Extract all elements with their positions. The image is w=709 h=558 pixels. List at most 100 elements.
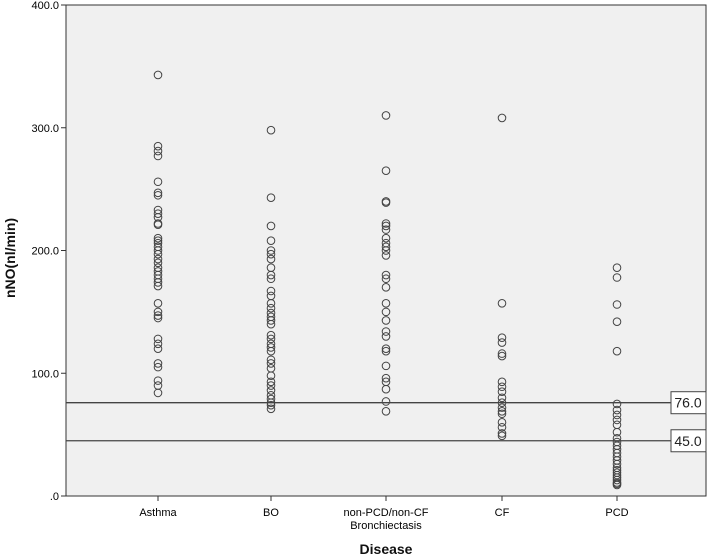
data-point (266, 371, 276, 381)
data-point (381, 327, 391, 336)
data-point (266, 381, 276, 390)
data-point (266, 386, 276, 395)
y-axis: .0 100.0 200.0 300.0 400.0 (31, 0, 66, 503)
data-point (497, 377, 507, 387)
data-point (266, 236, 276, 245)
data-point (266, 404, 276, 414)
data-point (381, 246, 391, 255)
data-point (266, 298, 276, 308)
data-point (153, 249, 163, 259)
data-points (153, 70, 622, 490)
data-point (153, 339, 163, 349)
data-point (497, 398, 507, 408)
data-point (266, 400, 276, 410)
y-tick-label: 400.0 (31, 0, 59, 12)
data-point (381, 384, 391, 394)
data-point (381, 219, 391, 228)
data-point (381, 233, 391, 243)
x-axis-title: Disease (360, 541, 413, 557)
data-point (612, 300, 622, 309)
data-point (266, 303, 276, 313)
data-point (153, 188, 163, 198)
data-point (266, 193, 276, 203)
x-tick-label: non-PCD/non-CF (344, 507, 429, 519)
data-point (497, 431, 507, 441)
data-point (497, 403, 507, 412)
data-point (497, 387, 507, 396)
data-point (153, 344, 163, 354)
data-point (266, 254, 276, 264)
data-point (381, 407, 391, 416)
data-point (497, 113, 507, 123)
data-point (381, 251, 391, 260)
data-point (153, 190, 163, 200)
data-point (381, 198, 391, 207)
y-tick-label: 200.0 (31, 246, 59, 258)
data-point (266, 286, 276, 296)
x-tick-label-line2: Bronchiectasis (350, 520, 422, 532)
reference-lines: 76.0 45.0 (66, 391, 707, 453)
x-tick-label: PCD (605, 507, 628, 519)
data-point (381, 225, 391, 234)
data-point (497, 407, 507, 416)
data-point (612, 415, 622, 425)
data-point (153, 236, 163, 245)
data-point (266, 377, 276, 387)
data-point (497, 351, 507, 361)
data-point (266, 274, 276, 284)
data-point (153, 362, 163, 372)
data-point (381, 373, 391, 383)
data-point (153, 246, 163, 255)
data-point (266, 355, 276, 365)
data-point (497, 418, 507, 427)
data-point (497, 382, 507, 392)
data-point (153, 254, 163, 264)
data-point (612, 427, 622, 437)
reference-label-box (670, 429, 707, 453)
data-point (381, 283, 391, 292)
data-point (612, 273, 622, 282)
data-point (153, 376, 163, 385)
x-tick-label: BO (263, 507, 279, 519)
reference-label-box (670, 391, 707, 415)
data-point (381, 316, 391, 325)
data-point (266, 398, 276, 408)
data-point (612, 346, 622, 356)
data-point (497, 393, 507, 403)
y-axis-title: nNO(nl/min) (2, 218, 18, 298)
data-point (381, 346, 391, 356)
data-point (497, 338, 507, 347)
data-point (612, 410, 622, 420)
data-point (612, 317, 622, 326)
data-point (153, 311, 163, 320)
data-point (153, 307, 163, 317)
data-point (153, 209, 163, 218)
data-point (381, 298, 391, 308)
data-point (381, 166, 391, 176)
data-point (153, 146, 163, 156)
data-point (497, 333, 507, 342)
data-point (266, 359, 276, 368)
data-point (381, 111, 391, 120)
y-tick-label: .0 (50, 491, 59, 503)
data-point (381, 242, 391, 252)
data-point (153, 278, 163, 287)
x-tick-label: Asthma (139, 507, 177, 519)
y-tick-label: 100.0 (31, 368, 59, 380)
data-point (381, 270, 391, 280)
data-point (153, 177, 163, 187)
x-tick-label: CF (495, 507, 510, 519)
data-point (266, 334, 276, 344)
data-point (153, 151, 163, 161)
data-point (266, 221, 276, 231)
data-point (381, 332, 391, 341)
data-point (266, 246, 276, 255)
data-point (497, 298, 507, 308)
data-point (266, 125, 276, 135)
data-point (266, 394, 276, 404)
reference-line-label: 45.0 (674, 433, 701, 449)
data-point (497, 429, 507, 438)
data-point (497, 349, 507, 358)
data-point (381, 361, 391, 371)
